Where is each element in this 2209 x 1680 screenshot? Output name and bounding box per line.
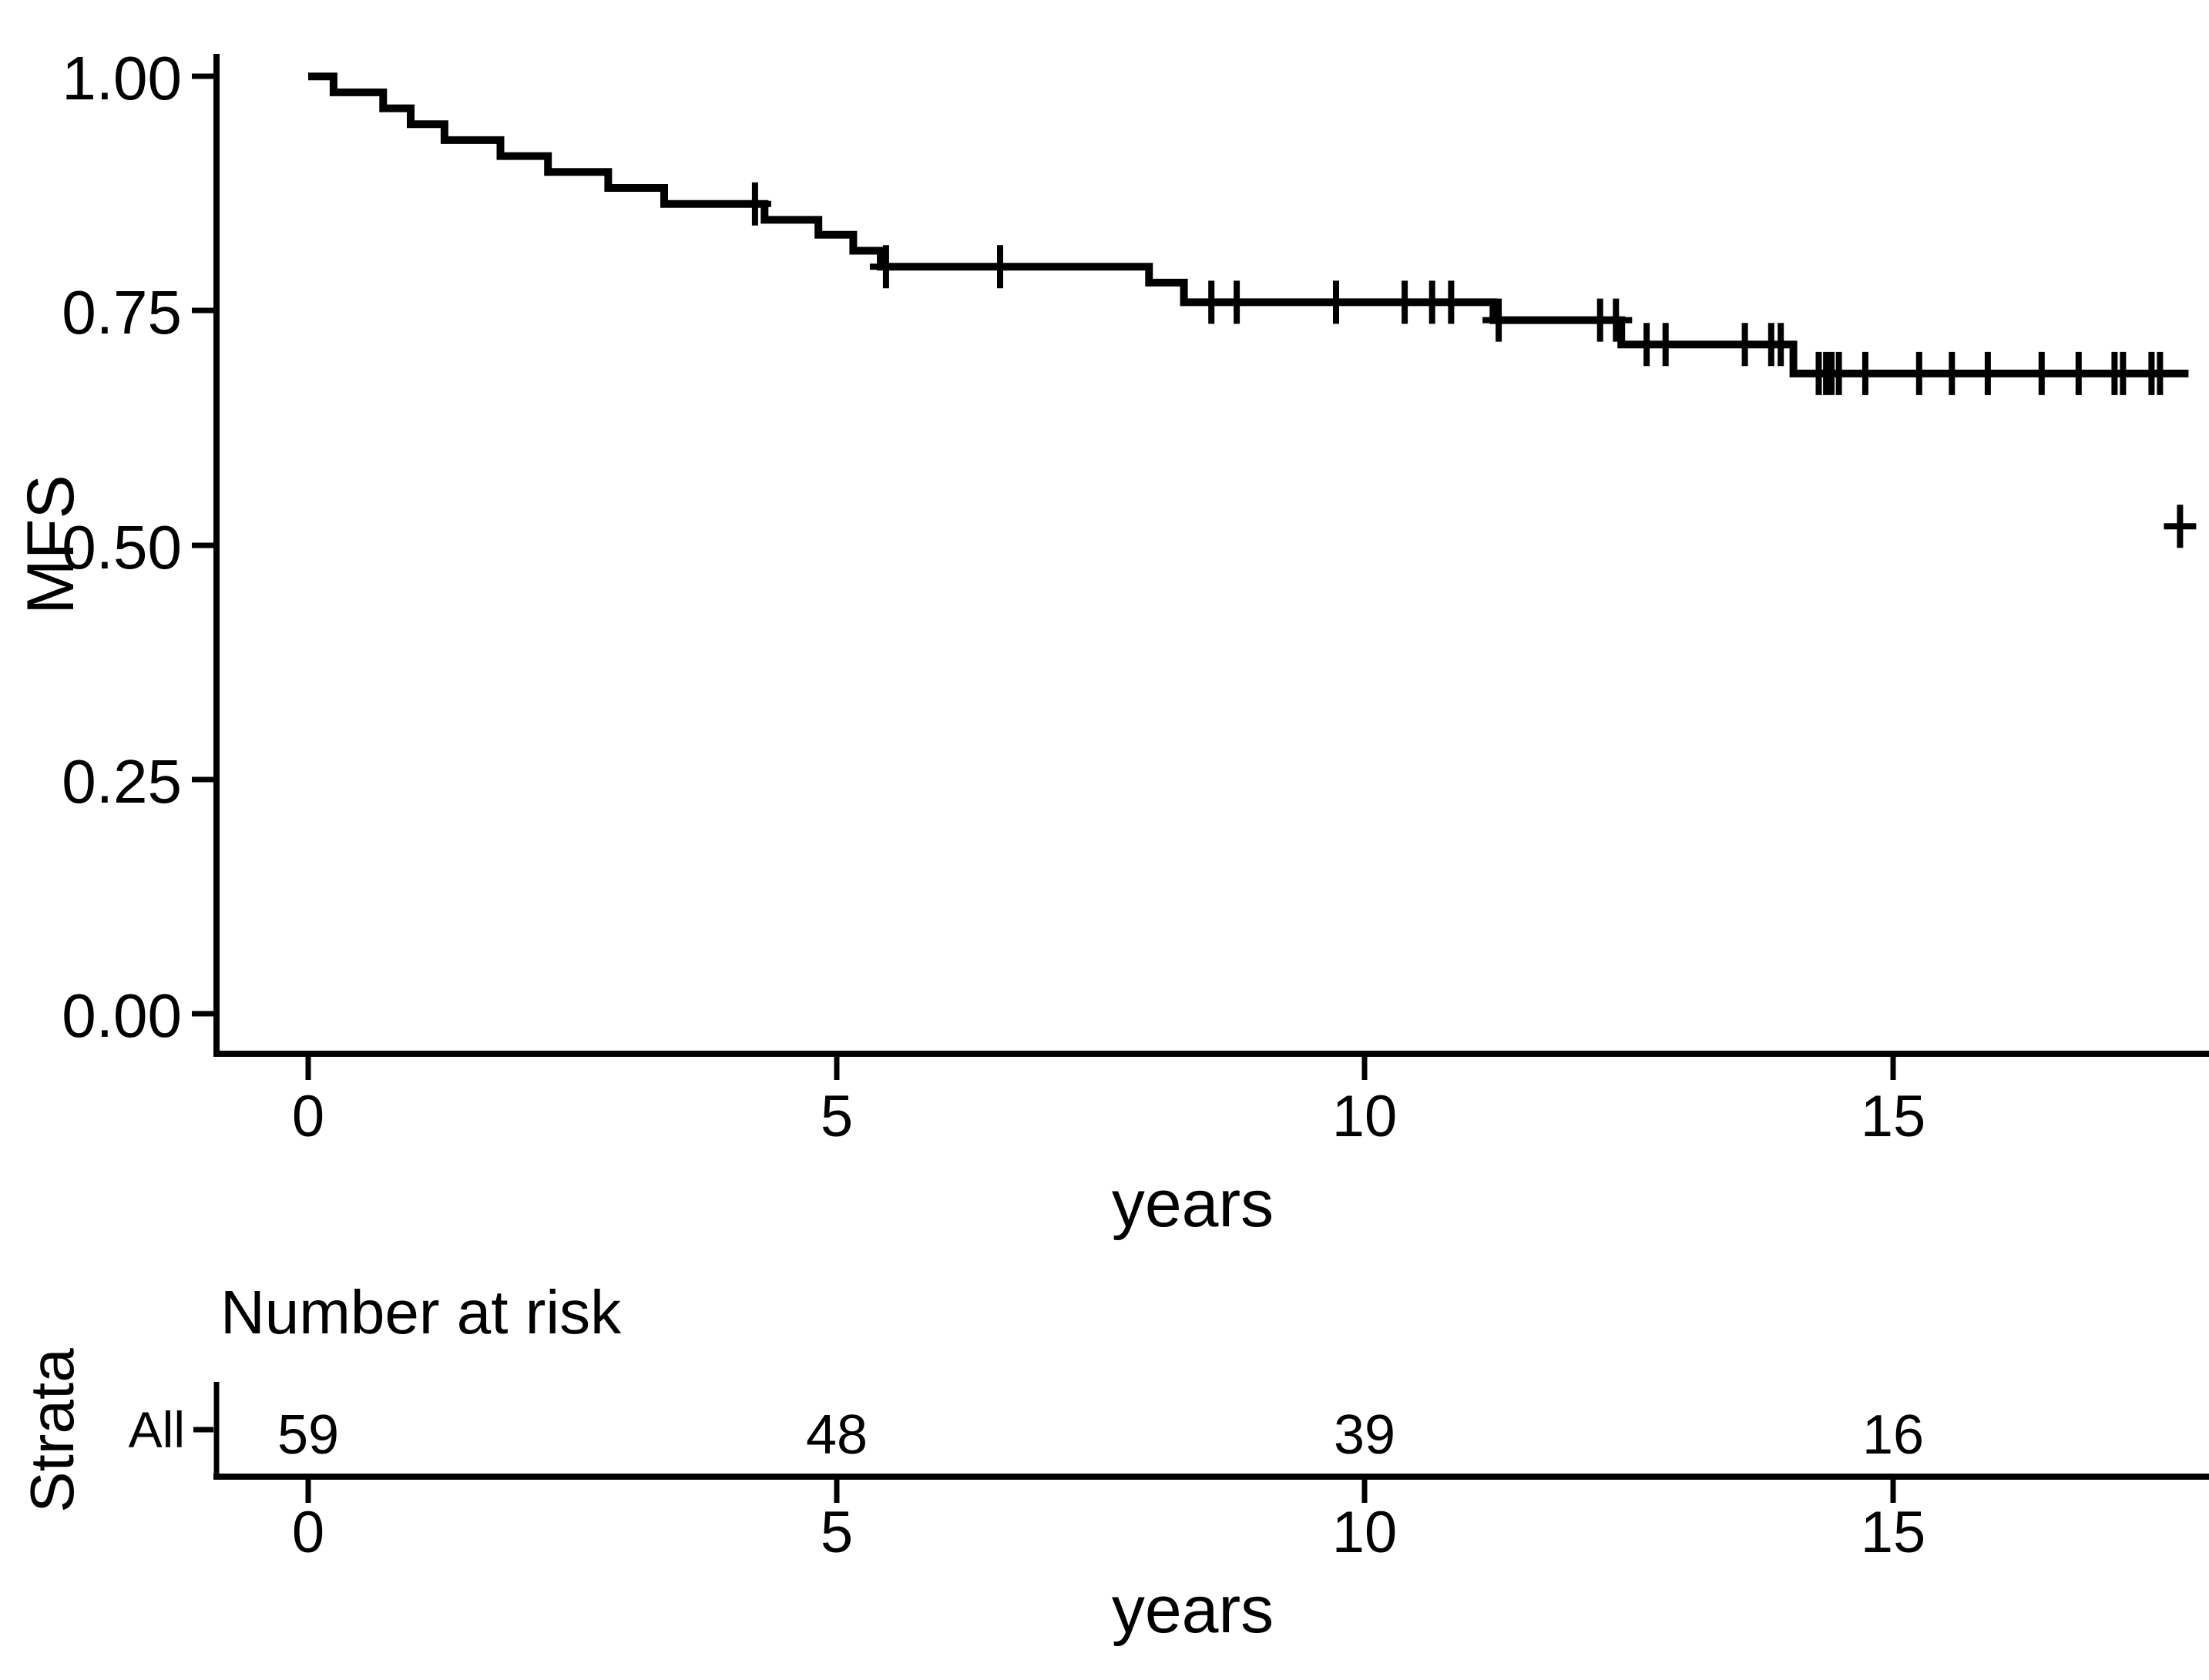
censor-marks [738, 182, 2197, 548]
y-tick-label: 0.75 [62, 278, 182, 347]
risk-table-title: Number at risk [220, 1278, 622, 1346]
x-tick-label: 10 [1332, 1084, 1398, 1149]
x-tick-label: 0 [292, 1084, 324, 1149]
risk-x-tick-label: 15 [1861, 1500, 1926, 1565]
y-tick-label: 1.00 [62, 44, 182, 112]
y-tick-label: 0.50 [62, 513, 182, 582]
risk-x-tick-label: 10 [1332, 1500, 1398, 1565]
risk-count: 39 [1334, 1404, 1395, 1466]
risk-table-panel: Number at risk Strata All 59 48 39 16 0 … [18, 1278, 2209, 1647]
y-tick-label: 0.00 [62, 981, 182, 1050]
risk-row-label: All [129, 1401, 185, 1458]
survival-panel: 1.00 0.75 0.50 0.25 0.00 0 5 10 15 years… [14, 44, 2209, 1241]
x-tick-label: 5 [821, 1084, 853, 1149]
risk-count: 59 [277, 1404, 339, 1466]
y-axis-title: MFS [14, 474, 88, 615]
km-curve [308, 72, 2189, 377]
x-axis-title: years [1112, 1167, 1274, 1241]
strata-axis-title: Strata [18, 1348, 86, 1513]
risk-count: 16 [1862, 1404, 1924, 1466]
y-tick-label: 0.25 [62, 747, 182, 816]
risk-count: 48 [806, 1404, 868, 1466]
x-tick-label: 15 [1861, 1084, 1926, 1149]
risk-x-tick-label: 0 [292, 1500, 324, 1565]
risk-x-axis-title: years [1112, 1573, 1274, 1647]
risk-x-tick-label: 5 [821, 1500, 853, 1565]
